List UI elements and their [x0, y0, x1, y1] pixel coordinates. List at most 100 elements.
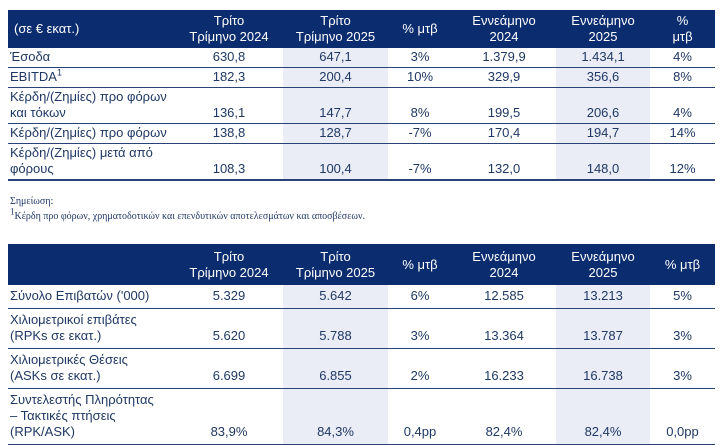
- value-cell: 13.364: [484, 328, 524, 344]
- value-cell: 132,0: [487, 160, 521, 176]
- value-cell: 199,5: [487, 104, 521, 120]
- value-cell: 13.213: [556, 285, 650, 309]
- value-cell: 1.379,9: [482, 48, 526, 64]
- value-cell: 10%: [406, 68, 434, 84]
- value-cell: 3%: [673, 328, 692, 344]
- value-cell: 206,6: [556, 87, 650, 124]
- value-cell: 329,9: [487, 68, 521, 84]
- value-cell: 5.788: [283, 308, 388, 349]
- value-cell: 12.585: [484, 288, 524, 304]
- corner-cell: [8, 243, 175, 286]
- row-label: Έσοδα: [10, 48, 51, 64]
- value-cell: 5.329: [212, 288, 246, 304]
- value-cell: 6.699: [212, 368, 246, 384]
- column-header-9m-2024: Εννεάμηνο 2024: [452, 10, 556, 48]
- value-cell: 630,8: [212, 48, 246, 64]
- traffic-table-header: Τρίτο Τρίμηνο 2024 Τρίτο Τρίμηνο 2025 % …: [8, 243, 715, 286]
- row-label: Κέρδη/(Ζημίες) μετά από φόρους: [10, 144, 153, 176]
- value-cell: 3%: [410, 48, 430, 64]
- value-cell: 647,1: [283, 47, 388, 68]
- value-cell: 200,4: [283, 67, 388, 88]
- value-cell: 0,0pp: [666, 424, 699, 440]
- value-cell: 170,4: [487, 124, 521, 140]
- row-label-text: EBITDA: [10, 68, 57, 84]
- column-header-change-quarter: % μτβ: [388, 243, 452, 286]
- value-cell: 138,8: [212, 124, 246, 140]
- value-cell: 4%: [673, 48, 692, 64]
- value-cell: 100,4: [283, 143, 388, 180]
- column-header-9m-2025: Εννεάμηνο 2025: [556, 10, 650, 48]
- value-cell: 3%: [410, 328, 430, 344]
- column-header-change-9m: % μτβ: [650, 10, 715, 48]
- traffic-stats-table: Τρίτο Τρίμηνο 2024 Τρίτο Τρίμηνο 2025 % …: [8, 243, 715, 445]
- footnote-marker: 1: [10, 206, 15, 217]
- footnote-text: Κέρδη προ φόρων, χρηματοδοτικών και επεν…: [14, 210, 366, 222]
- row-label: Κέρδη/(Ζημίες) προ φόρων και τόκων: [10, 88, 167, 120]
- value-cell: 194,7: [556, 123, 650, 144]
- row-label: EBITDA1: [8, 67, 175, 87]
- row-label: Συντελεστής Πληρότητας – Τακτικές πτήσει…: [10, 392, 154, 440]
- column-header-9m-2025: Εννεάμηνο 2025: [556, 243, 650, 286]
- table-row-rpks: Χιλιομετρικοί επιβάτες (RPKs σε εκατ.) 5…: [8, 308, 715, 349]
- value-cell: 5.642: [283, 285, 388, 309]
- value-cell: 182,3: [212, 68, 246, 84]
- value-cell: 82,4%: [485, 424, 523, 440]
- header-row: (σε € εκατ.) Τρίτο Τρίμηνο 2024 Τρίτο Τρ…: [8, 10, 715, 48]
- value-cell: -7%: [408, 160, 432, 176]
- financial-summary-table: (σε € εκατ.) Τρίτο Τρίμηνο 2024 Τρίτο Τρ…: [8, 10, 715, 181]
- value-cell: 148,0: [556, 143, 650, 180]
- column-header-q3-2025: Τρίτο Τρίμηνο 2025: [283, 10, 388, 48]
- row-label: Κέρδη/(Ζημίες) προ φόρων: [10, 124, 167, 140]
- value-cell: 84,3%: [283, 388, 388, 445]
- value-cell: 2%: [410, 368, 430, 384]
- table-row-profit-before-tax: Κέρδη/(Ζημίες) προ φόρων 138,8 128,7 -7%…: [8, 123, 715, 144]
- table-row-ebitda: EBITDA1 182,3 200,4 10% 329,9 356,6 8%: [8, 67, 715, 88]
- header-row: Τρίτο Τρίμηνο 2024 Τρίτο Τρίμηνο 2025 % …: [8, 243, 715, 286]
- unit-label: (σε € εκατ.): [8, 10, 175, 48]
- value-cell: 83,9%: [210, 424, 248, 440]
- financial-table-header: (σε € εκατ.) Τρίτο Τρίμηνο 2024 Τρίτο Τρ…: [8, 10, 715, 48]
- table-row-load-factor: Συντελεστής Πληρότητας – Τακτικές πτήσει…: [8, 388, 715, 445]
- row-label: Χιλιομετρικές Θέσεις (ASKs σε εκατ.): [10, 352, 128, 384]
- table-row-revenue: Έσοδα 630,8 647,1 3% 1.379,9 1.434,1 4%: [8, 47, 715, 68]
- value-cell: 0,4pp: [403, 424, 437, 440]
- value-cell: -7%: [408, 124, 432, 140]
- value-cell: 3%: [673, 368, 692, 384]
- row-label: Σύνολο Επιβατών ('000): [10, 288, 150, 304]
- footnote-text-line: 1Κέρδη προ φόρων, χρηματοδοτικών και επε…: [10, 206, 715, 224]
- value-cell: 8%: [673, 68, 692, 84]
- column-header-q3-2024: Τρίτο Τρίμηνο 2024: [175, 243, 283, 286]
- row-label: Χιλιομετρικοί επιβάτες (RPKs σε εκατ.): [10, 312, 137, 344]
- value-cell: 147,7: [283, 87, 388, 124]
- column-header-9m-2024: Εννεάμηνο 2024: [452, 243, 556, 286]
- table-row-total-passengers: Σύνολο Επιβατών ('000) 5.329 5.642 6% 12…: [8, 285, 715, 309]
- value-cell: 82,4%: [556, 388, 650, 445]
- column-header-change-9m: % μτβ: [650, 243, 715, 286]
- footnote-reference: 1: [56, 67, 62, 78]
- table-row-asks: Χιλιομετρικές Θέσεις (ASKs σε εκατ.) 6.6…: [8, 348, 715, 389]
- value-cell: 356,6: [556, 67, 650, 88]
- table-row-profit-after-tax: Κέρδη/(Ζημίες) μετά από φόρους 108,3 100…: [8, 143, 715, 180]
- value-cell: 13.787: [556, 308, 650, 349]
- value-cell: 14%: [669, 124, 696, 140]
- value-cell: 6%: [410, 288, 430, 304]
- value-cell: 128,7: [283, 123, 388, 144]
- value-cell: 16.233: [484, 368, 524, 384]
- value-cell: 12%: [669, 160, 696, 176]
- footnote: Σημείωση: 1Κέρδη προ φόρων, χρηματοδοτικ…: [10, 194, 715, 224]
- footnote-heading: Σημείωση:: [10, 195, 54, 207]
- table-row-ebit: Κέρδη/(Ζημίες) προ φόρων και τόκων 136,1…: [8, 87, 715, 124]
- value-cell: 1.434,1: [556, 47, 650, 68]
- value-cell: 8%: [410, 104, 430, 120]
- column-header-q3-2025: Τρίτο Τρίμηνο 2025: [283, 243, 388, 286]
- value-cell: 108,3: [212, 160, 246, 176]
- value-cell: 5.620: [212, 328, 246, 344]
- value-cell: 136,1: [212, 104, 246, 120]
- column-header-change-quarter: % μτβ: [388, 10, 452, 48]
- value-cell: 6.855: [283, 348, 388, 389]
- value-cell: 16.738: [556, 348, 650, 389]
- value-cell: 5%: [673, 288, 692, 304]
- column-header-q3-2024: Τρίτο Τρίμηνο 2024: [175, 10, 283, 48]
- value-cell: 4%: [673, 104, 692, 120]
